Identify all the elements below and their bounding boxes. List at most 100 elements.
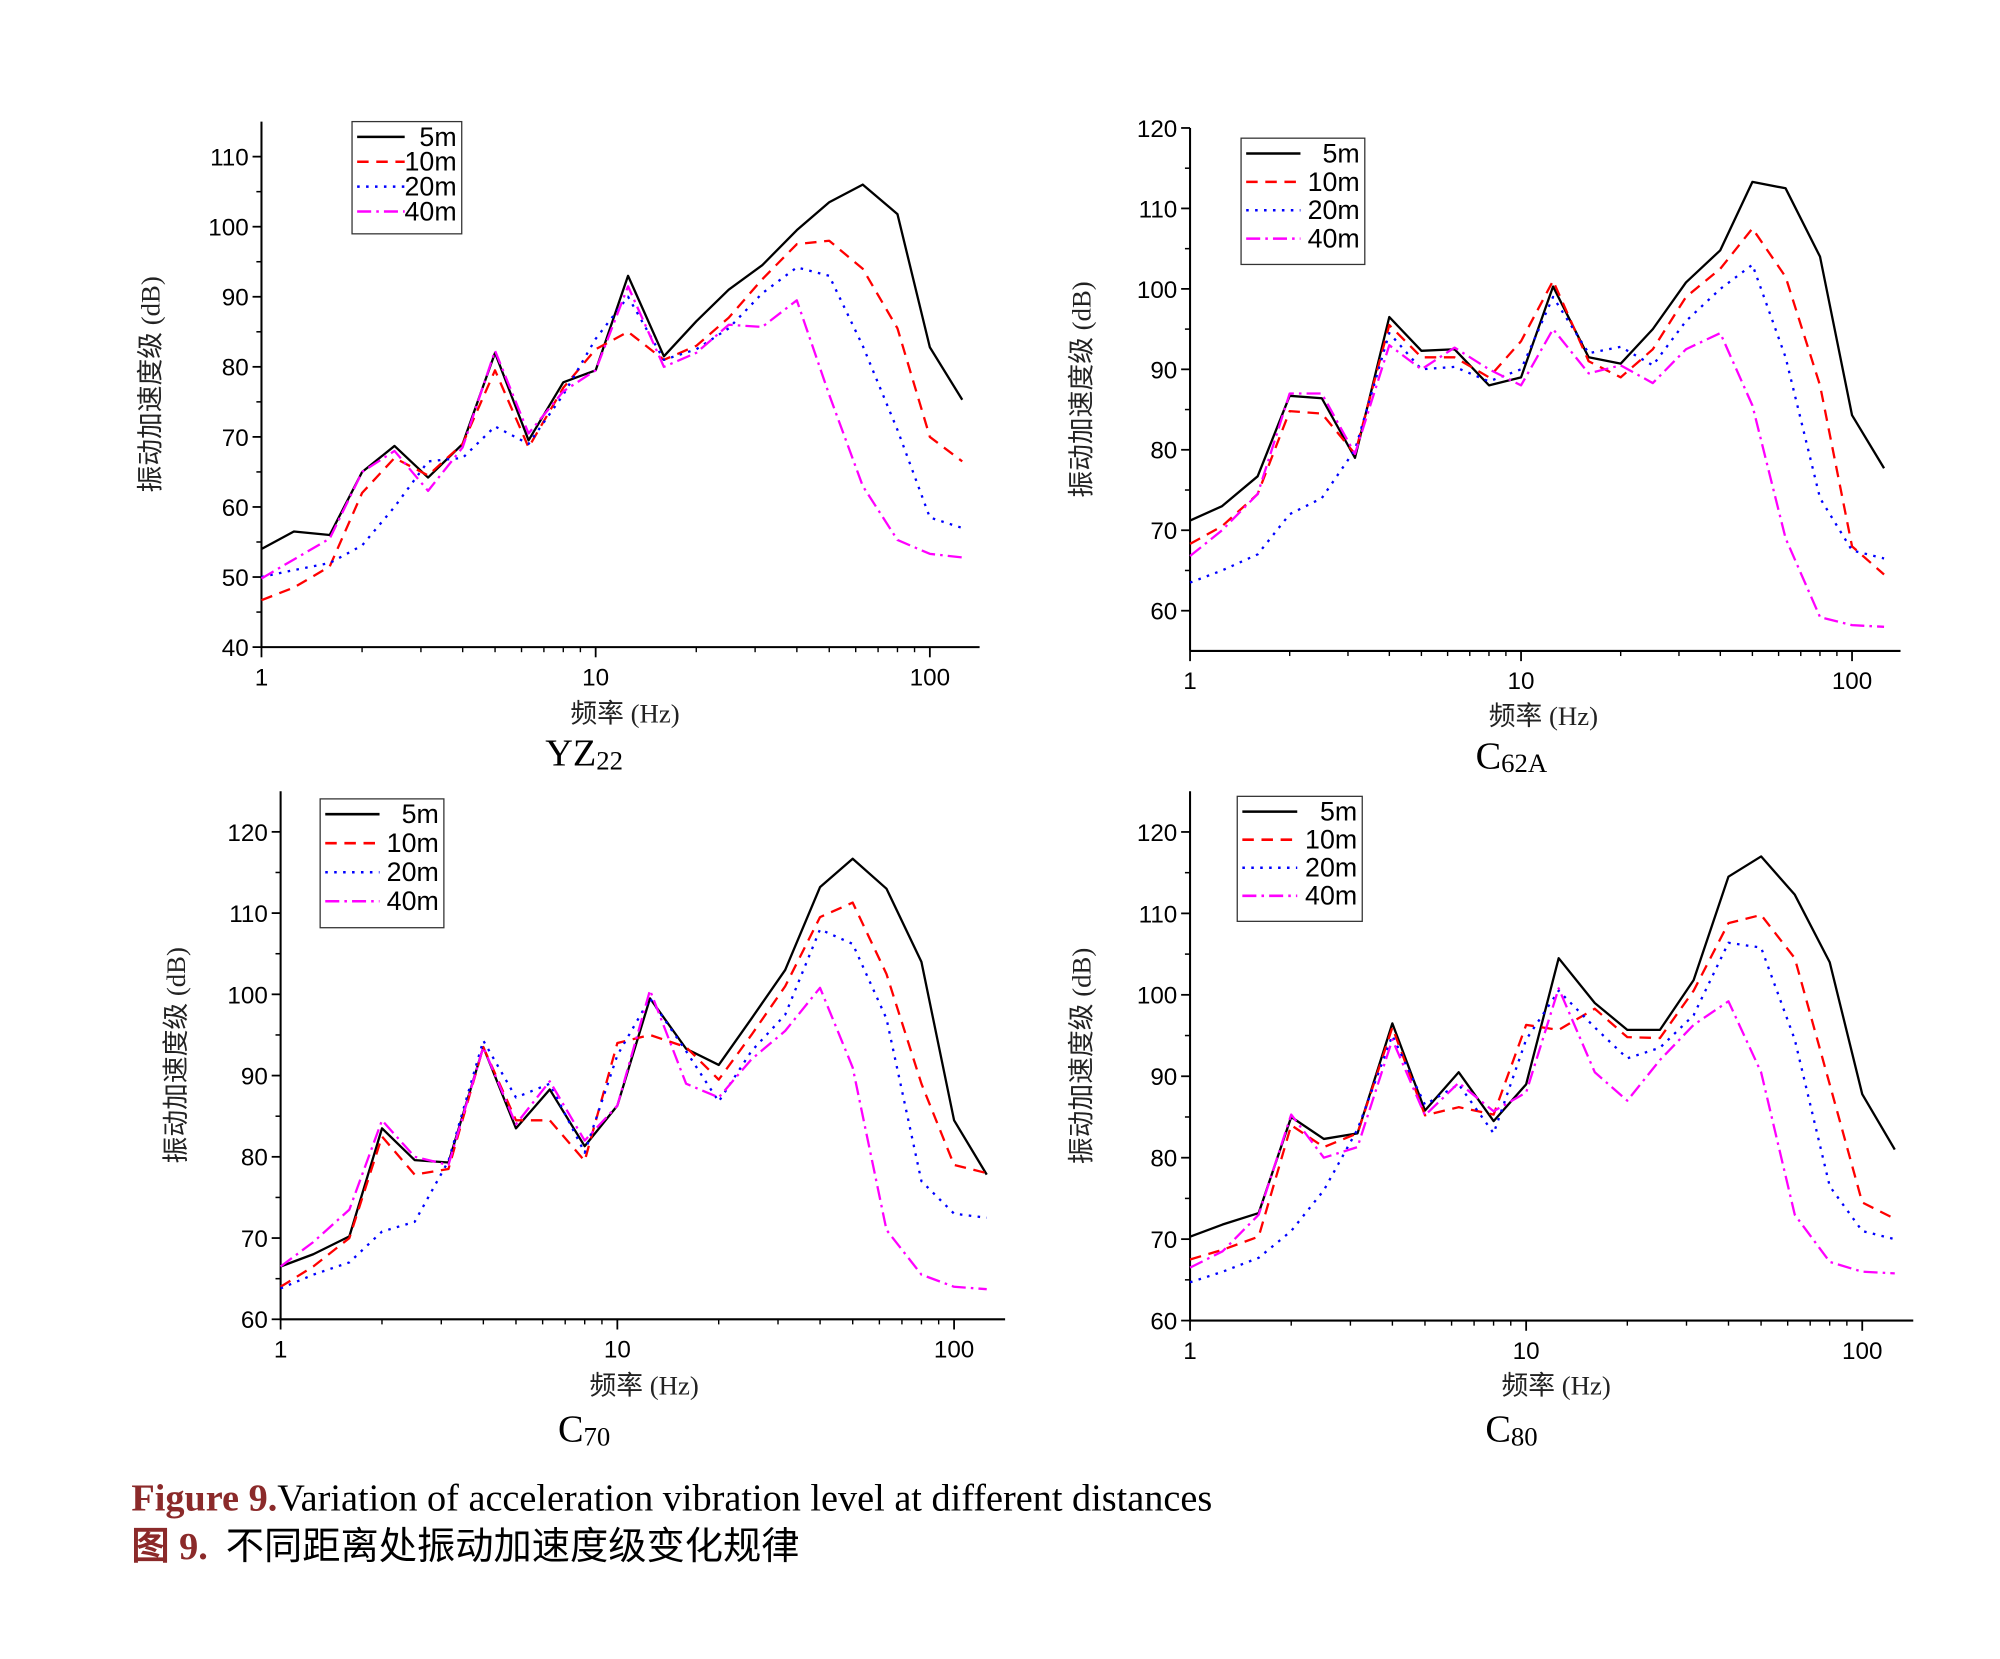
series-line-20m [261, 266, 963, 579]
y-tick-label: 110 [210, 145, 249, 172]
y-tick-label: 120 [1137, 116, 1177, 143]
y-axis-label: 振动加速度级 (dB) [161, 947, 191, 1163]
y-tick-label: 90 [1150, 1064, 1177, 1091]
x-tick-label: 1 [274, 1337, 287, 1364]
figure-caption: Figure 9.Variation of acceleration vibra… [131, 1478, 1212, 1568]
y-tick-label: 90 [241, 1064, 268, 1091]
chart-title-subscript: 80 [1511, 1422, 1538, 1452]
chart-title: C80 [1485, 1409, 1537, 1452]
legend-label: 20m [387, 857, 439, 887]
caption-en: Figure 9.Variation of acceleration vibra… [131, 1478, 1212, 1520]
y-axis-label: 振动加速度级 (dB) [1067, 948, 1097, 1164]
x-tick-label: 10 [604, 1337, 631, 1364]
series-line-40m [1189, 327, 1885, 628]
y-tick-label: 100 [208, 215, 248, 242]
y-tick-label: 40 [222, 635, 249, 662]
caption-en-label: Figure 9. [131, 1478, 277, 1520]
caption-zh: 图 9. 不同距离处振动加速度级变化规律 [131, 1525, 799, 1568]
y-tick-label: 60 [1150, 1309, 1177, 1336]
y-tick-label: 60 [222, 495, 249, 522]
series-line-10m [1189, 227, 1885, 576]
legend-box [1236, 795, 1363, 922]
series-line-10m [1189, 913, 1896, 1261]
y-tick-label: 100 [1137, 277, 1177, 304]
series-line-40m [260, 285, 963, 580]
series-line-10m [261, 239, 963, 602]
y-tick-label: 120 [227, 820, 267, 847]
y-tick-label: 120 [1137, 820, 1177, 847]
y-tick-label: 110 [1139, 196, 1178, 223]
legend-label: 20m [1305, 853, 1357, 883]
legend-label: 5m [1320, 797, 1357, 827]
legend-label: 20m [405, 172, 457, 202]
legend-label: 10m [387, 828, 439, 858]
y-tick-label: 80 [1150, 1146, 1177, 1173]
legend-label: 40m [405, 196, 457, 226]
y-tick-label: 90 [1150, 357, 1177, 384]
legend-label: 5m [1323, 138, 1360, 168]
x-tick-label: 10 [582, 664, 609, 691]
y-tick-label: 100 [227, 982, 267, 1009]
legend-label: 20m [1308, 195, 1360, 225]
x-tick-label: 100 [1832, 668, 1872, 695]
caption-zh-label: 图 9. [131, 1526, 207, 1568]
x-tick-label: 100 [1842, 1338, 1882, 1365]
y-tick-label: 70 [1150, 1227, 1177, 1254]
y-tick-label: 100 [1137, 983, 1177, 1010]
y-tick-label: 110 [229, 901, 268, 928]
chart-title: C70 [558, 1409, 610, 1452]
series-line-20m [280, 928, 987, 1290]
y-tick-label: 60 [241, 1307, 268, 1334]
y-tick-label: 70 [241, 1226, 268, 1253]
x-tick-label: 100 [910, 664, 950, 691]
x-axis-label: 频率 (Hz) [1489, 701, 1598, 731]
series-line-5m [1189, 180, 1886, 522]
legend-label: 5m [419, 122, 456, 152]
x-axis-label: 频率 (Hz) [1501, 1371, 1610, 1401]
series-line-40m [1189, 987, 1895, 1275]
y-tick-label: 90 [222, 285, 249, 312]
legend-box [351, 120, 463, 235]
y-axis-label: 振动加速度级 (dB) [1067, 281, 1097, 497]
x-tick-label: 100 [934, 1337, 974, 1364]
caption-en-text: Variation of acceleration vibration leve… [277, 1478, 1212, 1520]
legend-label: 10m [1305, 825, 1357, 855]
chart-title-main: YZ [545, 733, 596, 775]
y-tick-label: 70 [222, 425, 249, 452]
y-axis-label: 振动加速度级 (dB) [135, 276, 165, 492]
legend-label: 40m [1305, 881, 1357, 911]
x-tick-label: 10 [1508, 668, 1535, 695]
x-tick-label: 1 [255, 664, 268, 691]
chart-title: YZ22 [545, 733, 623, 776]
caption-zh-text: 不同距离处振动加速度级变化规律 [226, 1525, 800, 1568]
y-tick-label: 80 [1150, 438, 1177, 465]
series-line-5m [260, 183, 964, 551]
series-line-20m [1189, 941, 1896, 1284]
legend-label: 10m [405, 147, 457, 177]
series-line-40m [279, 986, 987, 1291]
chart-title-subscript: 70 [584, 1422, 611, 1452]
chart-title-main: C [558, 1409, 584, 1451]
chart-title-main: C [1485, 1409, 1511, 1451]
legend-label: 40m [387, 886, 439, 916]
chart-title-subscript: 62A [1501, 748, 1548, 778]
series-line-5m [1189, 855, 1896, 1238]
series-line-20m [1189, 263, 1885, 584]
y-tick-label: 60 [1150, 599, 1177, 626]
chart-title-subscript: 22 [596, 746, 623, 776]
series-line-10m [280, 901, 988, 1288]
x-tick-label: 10 [1513, 1338, 1540, 1365]
y-tick-label: 110 [1139, 901, 1178, 928]
x-tick-label: 1 [1183, 668, 1196, 695]
y-tick-label: 80 [222, 355, 249, 382]
legend-label: 5m [402, 799, 439, 829]
legend-label: 40m [1308, 224, 1360, 254]
